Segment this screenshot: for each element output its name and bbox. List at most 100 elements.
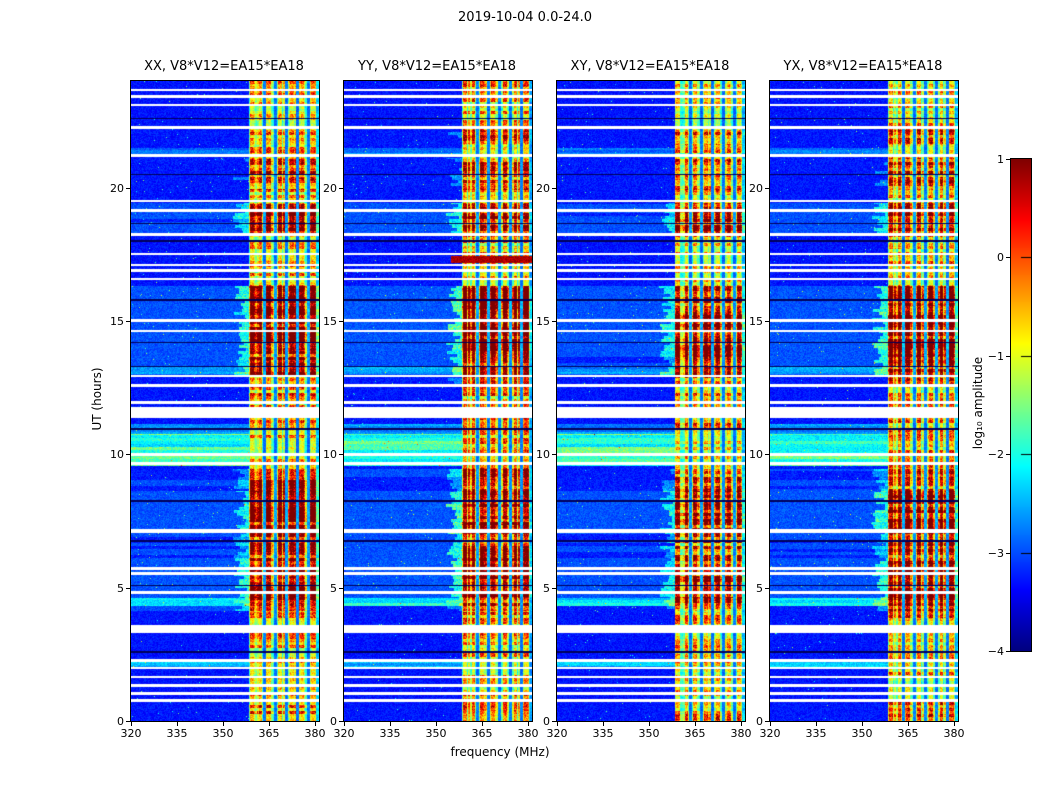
- y-tick-mark: [765, 321, 769, 322]
- x-tick-mark: [344, 722, 345, 726]
- x-tick-mark: [695, 722, 696, 726]
- y-tick-mark: [552, 321, 556, 322]
- x-tick-label: 380: [730, 727, 752, 740]
- x-tick-mark: [603, 722, 604, 726]
- y-tick-label: 15: [110, 315, 124, 328]
- colorbar-gradient: [1010, 158, 1032, 652]
- x-tick-label: 380: [943, 727, 965, 740]
- x-tick-label: 350: [425, 727, 447, 740]
- y-axis-label: UT (hours): [90, 367, 104, 431]
- y-tick-label: 15: [536, 315, 550, 328]
- colorbar-tick-label: 0: [997, 251, 1004, 264]
- x-tick-mark: [528, 722, 529, 726]
- y-tick-mark: [339, 721, 343, 722]
- y-tick-label: 0: [543, 715, 550, 728]
- x-tick-mark: [954, 722, 955, 726]
- y-tick-label: 5: [117, 582, 124, 595]
- x-tick-label: 320: [120, 727, 142, 740]
- y-tick-label: 0: [330, 715, 337, 728]
- x-tick-mark: [436, 722, 437, 726]
- x-tick-label: 335: [166, 727, 188, 740]
- x-tick-label: 335: [805, 727, 827, 740]
- spectrogram-panel-xx: [130, 80, 320, 722]
- x-tick-mark: [816, 722, 817, 726]
- y-tick-mark: [765, 588, 769, 589]
- x-tick-mark: [741, 722, 742, 726]
- x-tick-mark: [177, 722, 178, 726]
- colorbar-tick-label: −1: [987, 350, 1004, 363]
- x-tick-label: 350: [212, 727, 234, 740]
- y-tick-mark: [126, 188, 130, 189]
- y-tick-mark: [126, 454, 130, 455]
- panel-title-yx: YX, V8*V12=EA15*EA18: [783, 59, 943, 74]
- y-tick-label: 5: [330, 582, 337, 595]
- y-tick-mark: [765, 721, 769, 722]
- y-tick-label: 20: [323, 182, 337, 195]
- x-tick-label: 365: [258, 727, 280, 740]
- x-tick-mark: [131, 722, 132, 726]
- x-tick-mark: [770, 722, 771, 726]
- y-tick-mark: [339, 188, 343, 189]
- y-tick-mark: [552, 721, 556, 722]
- colorbar-tick-mark: [1006, 651, 1010, 652]
- x-tick-label: 335: [379, 727, 401, 740]
- x-tick-label: 380: [304, 727, 326, 740]
- panel-title-yy: YY, V8*V12=EA15*EA18: [358, 59, 516, 74]
- colorbar-tick-mark: [1006, 454, 1010, 455]
- x-tick-label: 350: [638, 727, 660, 740]
- y-tick-label: 10: [749, 448, 763, 461]
- colorbar-tick-label: 1: [997, 153, 1004, 166]
- x-tick-mark: [315, 722, 316, 726]
- y-tick-label: 10: [110, 448, 124, 461]
- x-tick-mark: [908, 722, 909, 726]
- panel-title-xx: XX, V8*V12=EA15*EA18: [144, 59, 304, 74]
- y-tick-mark: [552, 454, 556, 455]
- x-tick-label: 365: [897, 727, 919, 740]
- x-tick-mark: [223, 722, 224, 726]
- y-tick-label: 20: [110, 182, 124, 195]
- y-tick-mark: [339, 321, 343, 322]
- colorbar-tick-mark: [1006, 159, 1010, 160]
- panel-title-xy: XY, V8*V12=EA15*EA18: [570, 59, 730, 74]
- x-tick-mark: [862, 722, 863, 726]
- y-tick-mark: [126, 588, 130, 589]
- spectrogram-panel-xy: [556, 80, 746, 722]
- y-tick-label: 20: [536, 182, 550, 195]
- x-tick-label: 335: [592, 727, 614, 740]
- spectrogram-panel-yy: [343, 80, 533, 722]
- y-tick-mark: [765, 454, 769, 455]
- y-tick-label: 0: [117, 715, 124, 728]
- x-tick-label: 380: [517, 727, 539, 740]
- x-tick-mark: [390, 722, 391, 726]
- colorbar-tick-mark: [1006, 553, 1010, 554]
- colorbar-tick-mark: [1006, 356, 1010, 357]
- y-tick-label: 10: [536, 448, 550, 461]
- x-axis-label: frequency (MHz): [450, 745, 550, 759]
- y-tick-label: 5: [756, 582, 763, 595]
- x-tick-mark: [557, 722, 558, 726]
- y-tick-mark: [126, 321, 130, 322]
- y-tick-mark: [552, 188, 556, 189]
- y-tick-label: 5: [543, 582, 550, 595]
- x-tick-mark: [649, 722, 650, 726]
- x-tick-label: 365: [684, 727, 706, 740]
- y-tick-mark: [552, 588, 556, 589]
- y-tick-label: 20: [749, 182, 763, 195]
- x-tick-label: 320: [759, 727, 781, 740]
- y-tick-mark: [126, 721, 130, 722]
- x-tick-label: 320: [333, 727, 355, 740]
- x-tick-mark: [269, 722, 270, 726]
- spectrogram-panel-yx: [769, 80, 959, 722]
- y-tick-label: 15: [323, 315, 337, 328]
- y-tick-label: 15: [749, 315, 763, 328]
- x-tick-mark: [482, 722, 483, 726]
- x-tick-label: 320: [546, 727, 568, 740]
- x-tick-label: 350: [851, 727, 873, 740]
- y-tick-label: 10: [323, 448, 337, 461]
- colorbar-tick-label: −4: [987, 645, 1004, 658]
- y-tick-label: 0: [756, 715, 763, 728]
- colorbar-tick-mark: [1006, 257, 1010, 258]
- figure-title: 2019-10-04 0.0-24.0: [458, 10, 592, 25]
- x-tick-label: 365: [471, 727, 493, 740]
